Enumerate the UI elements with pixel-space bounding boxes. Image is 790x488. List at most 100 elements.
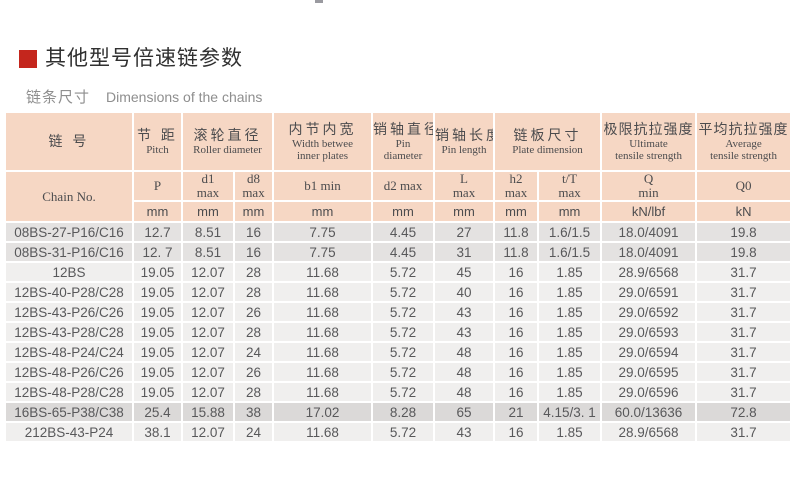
- table-row: 12BS-48-P26/C26 19.05 12.07 26 11.68 5.72 48 16…: [4, 361, 790, 383]
- value-cell: 19.8: [695, 221, 790, 243]
- chain-spec-table: 链 号 节 距 Pitch 滚轮直径 Roller diameter 内节内宽 …: [4, 111, 790, 443]
- header-width-between-inner-plates: 内节内宽 Width betwee inner plates: [272, 111, 374, 172]
- value-cell: 4.45: [371, 241, 436, 263]
- value-cell: 31: [433, 241, 496, 263]
- value-cell: 19.05: [132, 341, 183, 363]
- value-cell: 16: [493, 381, 540, 403]
- header-ultimate-tensile-strength: 极限抗拉强度 Ultimate tensile strength: [600, 111, 698, 172]
- unit-cell: mm: [433, 200, 496, 223]
- value-cell: 31.7: [695, 361, 790, 383]
- value-cell: 16: [493, 281, 540, 303]
- header-row-symbols: Chain No. P d1 max d8 max b1 min d2 max …: [4, 170, 790, 223]
- value-cell: 16: [232, 241, 275, 263]
- value-cell: 43: [433, 421, 496, 443]
- value-cell: 45: [433, 261, 496, 283]
- value-cell: 16: [493, 341, 540, 363]
- symbol-h2-max: h2 max: [493, 170, 540, 202]
- value-cell: 48: [433, 341, 496, 363]
- value-cell: 25.4: [132, 401, 183, 423]
- table-row: 12BS-40-P28/C28 19.05 12.07 28 11.68 5.72 40 16…: [4, 281, 790, 303]
- value-cell: 18.0/4091: [600, 221, 698, 243]
- value-cell: 31.7: [695, 341, 790, 363]
- table-row: 12BS-43-P28/C28 19.05 12.07 28 11.68 5.72 43 16…: [4, 321, 790, 343]
- value-cell: 1.85: [537, 301, 603, 323]
- value-cell: 29.0/6596: [600, 381, 698, 403]
- chain-no-cell: 12BS-40-P28/C28: [4, 281, 134, 303]
- value-cell: 12.07: [181, 281, 235, 303]
- value-cell: 28.9/6568: [600, 261, 698, 283]
- symbol-p: P: [132, 170, 183, 202]
- value-cell: 12.7: [132, 221, 183, 243]
- value-cell: 12.07: [181, 301, 235, 323]
- value-cell: 7.75: [272, 221, 374, 243]
- value-cell: 60.0/13636: [600, 401, 698, 423]
- red-square-bullet-icon: [19, 50, 37, 68]
- value-cell: 31.7: [695, 281, 790, 303]
- header-chain-zh: 链 号: [48, 133, 90, 149]
- chain-no-cell: 12BS-48-P26/C26: [4, 361, 134, 383]
- value-cell: 19.05: [132, 261, 183, 283]
- table-row: 212BS-43-P24 38.1 12.07 24 11.68 5.72 43 16 1.85…: [4, 421, 790, 443]
- value-cell: 40: [433, 281, 496, 303]
- value-cell: 19.05: [132, 321, 183, 343]
- value-cell: 5.72: [371, 381, 436, 403]
- unit-cell: mm: [181, 200, 235, 223]
- value-cell: 28: [232, 381, 275, 403]
- value-cell: 31.7: [695, 301, 790, 323]
- value-cell: 38.1: [132, 421, 183, 443]
- table-row: 12BS-48-P28/C28 19.05 12.07 28 11.68 5.72 48 16…: [4, 381, 790, 403]
- value-cell: 5.72: [371, 281, 436, 303]
- value-cell: 11.68: [272, 261, 374, 283]
- symbol-d1-max: d1 max: [181, 170, 235, 202]
- value-cell: 11.68: [272, 321, 374, 343]
- value-cell: 11.68: [272, 381, 374, 403]
- value-cell: 11.68: [272, 281, 374, 303]
- value-cell: 48: [433, 361, 496, 383]
- unit-cell: mm: [493, 200, 540, 223]
- chain-no-cell: 212BS-43-P24: [4, 421, 134, 443]
- value-cell: 38: [232, 401, 275, 423]
- value-cell: 1.85: [537, 341, 603, 363]
- value-cell: 1.85: [537, 361, 603, 383]
- chain-no-cell: 12BS-43-P28/C28: [4, 321, 134, 343]
- header-pitch: 节 距 Pitch: [132, 111, 183, 172]
- value-cell: 29.0/6593: [600, 321, 698, 343]
- value-cell: 5.72: [371, 341, 436, 363]
- value-cell: 24: [232, 341, 275, 363]
- value-cell: 48: [433, 381, 496, 403]
- symbol-b1-min: b1 min: [272, 170, 374, 202]
- value-cell: 28: [232, 261, 275, 283]
- value-cell: 72.8: [695, 401, 790, 423]
- value-cell: 11.68: [272, 361, 374, 383]
- table-body: 08BS-27-P16/C16 12.7 8.51 16 7.75 4.45 27 11.8 1…: [4, 221, 790, 443]
- chain-no-cell: 12BS-48-P28/C28: [4, 381, 134, 403]
- value-cell: 31.7: [695, 321, 790, 343]
- value-cell: 11.68: [272, 341, 374, 363]
- value-cell: 1.85: [537, 381, 603, 403]
- chain-no-cell: 12BS-43-P26/C26: [4, 301, 134, 323]
- top-crop-mark: [315, 0, 323, 3]
- header-pin-diameter: 销轴直径 Pin diameter: [371, 111, 436, 172]
- value-cell: 12.07: [181, 381, 235, 403]
- header-roller-diameter: 滚轮直径 Roller diameter: [180, 111, 275, 172]
- value-cell: 4.45: [371, 221, 436, 243]
- value-cell: 43: [433, 321, 496, 343]
- value-cell: 11.8: [493, 221, 540, 243]
- symbol-Q0: Q0: [695, 170, 790, 202]
- header-row-units: mm mm mm mm mm mm mm mm kN/lbf kN: [5, 200, 790, 223]
- value-cell: 5.72: [371, 361, 436, 383]
- chain-no-cell: 12BS-48-P24/C24: [4, 341, 134, 363]
- value-cell: 8.51: [181, 221, 235, 243]
- value-cell: 8.28: [371, 401, 436, 423]
- value-cell: 19.05: [132, 281, 183, 303]
- value-cell: 16: [493, 421, 540, 443]
- value-cell: 5.72: [371, 301, 436, 323]
- value-cell: 5.72: [371, 421, 436, 443]
- subtitle-chinese: 链条尺寸: [26, 89, 91, 106]
- value-cell: 16: [493, 361, 540, 383]
- chain-no-cell: 08BS-31-P16/C16: [4, 241, 134, 263]
- value-cell: 17.02: [272, 401, 374, 423]
- section-title: 其他型号倍速链参数: [19, 48, 243, 70]
- value-cell: 26: [232, 301, 275, 323]
- value-cell: 12.07: [181, 321, 235, 343]
